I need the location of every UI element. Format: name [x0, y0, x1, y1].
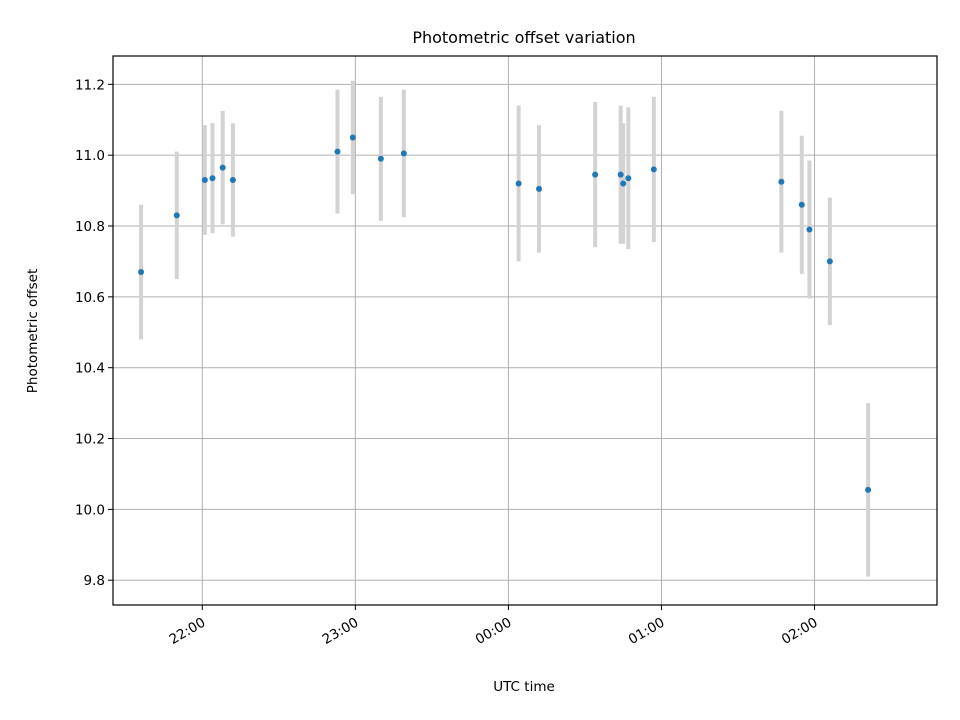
data-point — [865, 486, 872, 493]
data-points — [138, 134, 872, 493]
data-point — [536, 185, 543, 192]
x-axis-ticks: 22:00 23:00 00:00 01:00 02:00 — [167, 605, 821, 648]
data-point — [219, 164, 226, 171]
data-point — [650, 166, 657, 173]
data-point — [400, 150, 407, 157]
data-point — [173, 212, 180, 219]
x-tick-label: 01:00 — [626, 615, 668, 648]
data-point — [826, 258, 833, 265]
y-tick-label: 11.0 — [75, 148, 105, 164]
data-point — [209, 175, 216, 182]
data-point — [806, 226, 813, 233]
data-point — [515, 180, 522, 187]
data-point — [377, 155, 384, 162]
x-tick-label: 02:00 — [779, 615, 821, 648]
data-point — [620, 180, 627, 187]
x-axis-label: UTC time — [493, 679, 555, 695]
data-point — [229, 176, 236, 183]
x-tick-label: 22:00 — [167, 615, 209, 648]
data-point — [617, 171, 624, 178]
x-tick-label: 23:00 — [320, 615, 362, 648]
y-axis-label: Photometric offset — [25, 269, 41, 393]
data-point — [349, 134, 356, 141]
data-point — [592, 171, 599, 178]
grid-lines — [113, 56, 937, 605]
y-tick-label: 11.2 — [75, 77, 105, 93]
y-tick-label: 10.4 — [75, 361, 105, 377]
y-tick-label: 10.0 — [75, 502, 105, 518]
y-tick-label: 10.2 — [75, 432, 105, 448]
x-tick-label: 00:00 — [473, 615, 515, 648]
plot-area-frame — [112, 55, 938, 606]
data-point — [778, 178, 785, 185]
y-axis-ticks: 9.8 10.0 10.2 10.4 10.6 10.8 11.0 11.2 — [75, 77, 113, 589]
y-tick-label: 9.8 — [84, 573, 105, 589]
data-point — [201, 176, 208, 183]
data-point — [798, 201, 805, 208]
chart-title: Photometric offset variation — [412, 28, 635, 47]
y-tick-label: 10.8 — [75, 219, 105, 235]
y-tick-label: 10.6 — [75, 290, 105, 306]
data-point — [625, 175, 632, 182]
data-point — [334, 148, 341, 155]
data-point — [138, 269, 145, 276]
